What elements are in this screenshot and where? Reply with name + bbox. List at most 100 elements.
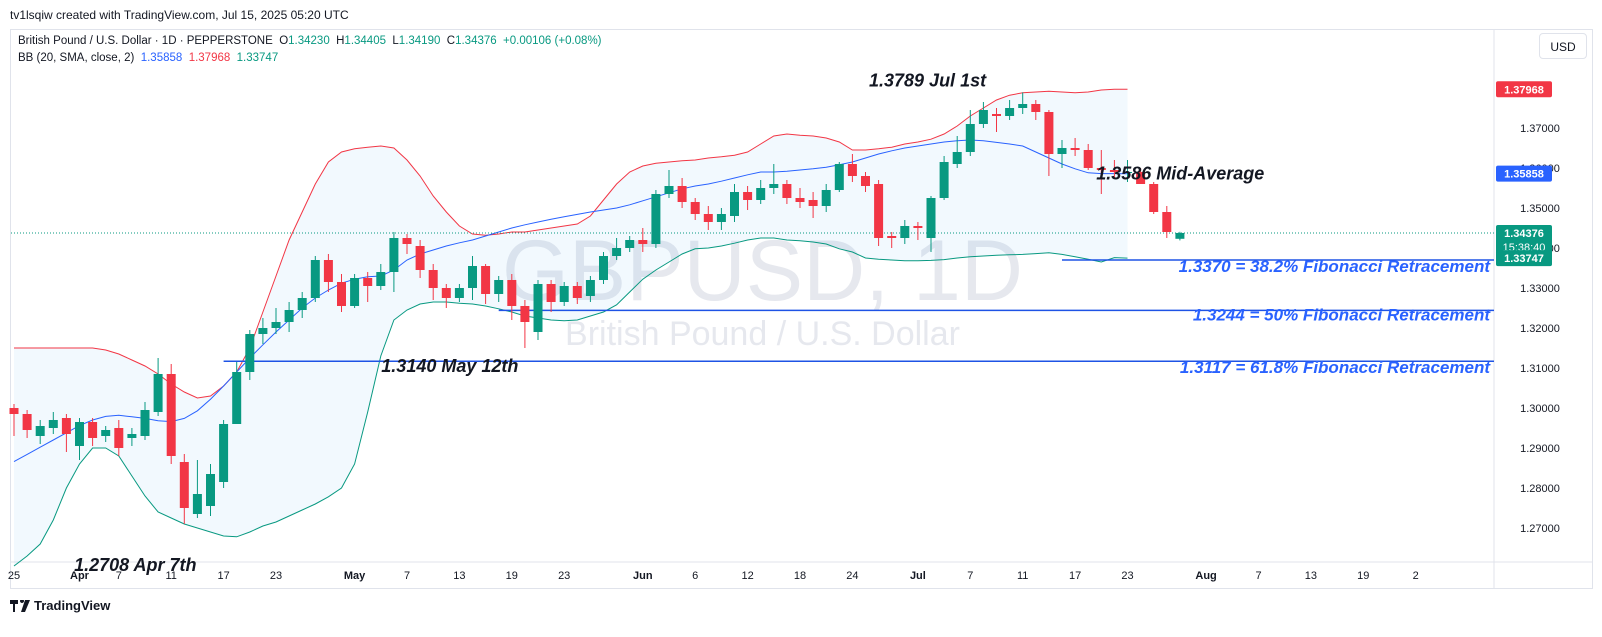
time-axis-tick: 17 (217, 570, 229, 582)
candle-body[interactable] (887, 236, 897, 238)
candle-body[interactable] (638, 240, 648, 244)
candle-body[interactable] (939, 162, 949, 198)
candle-body[interactable] (913, 226, 923, 228)
candle-body[interactable] (323, 260, 333, 282)
price-axis-tick: 1.31000 (1520, 363, 1560, 375)
candle-body[interactable] (703, 214, 713, 222)
candle-body[interactable] (847, 164, 857, 176)
candle-body[interactable] (743, 192, 753, 200)
candle-body[interactable] (35, 426, 45, 436)
candle-body[interactable] (585, 280, 595, 296)
candle-body[interactable] (507, 280, 517, 306)
candle-body[interactable] (114, 428, 124, 448)
candle-body[interactable] (1096, 168, 1106, 170)
candle-body[interactable] (494, 280, 504, 294)
candle-body[interactable] (428, 270, 438, 288)
candle-body[interactable] (206, 474, 215, 506)
candle-body[interactable] (861, 176, 870, 186)
candle-body[interactable] (337, 282, 346, 306)
candle-body[interactable] (808, 200, 818, 206)
candle-body[interactable] (834, 164, 844, 190)
candle-body[interactable] (1149, 184, 1159, 212)
candle-body[interactable] (664, 186, 674, 194)
candle-body[interactable] (546, 284, 556, 302)
candle-body[interactable] (716, 214, 726, 222)
candle-body[interactable] (690, 202, 700, 214)
candle-body[interactable] (1031, 104, 1041, 112)
candle-body[interactable] (559, 286, 569, 302)
candle-body[interactable] (179, 462, 189, 508)
candle-body[interactable] (978, 110, 988, 124)
candle-body[interactable] (22, 414, 32, 430)
candle-body[interactable] (952, 152, 962, 164)
candle-body[interactable] (769, 184, 779, 188)
candle-body[interactable] (965, 124, 975, 152)
candle-body[interactable] (1136, 172, 1146, 184)
candle-body[interactable] (75, 422, 84, 446)
candle-body[interactable] (599, 256, 608, 280)
price-axis-label: 1.35858 (1504, 169, 1544, 181)
candle-body[interactable] (782, 184, 792, 198)
candle-body[interactable] (310, 260, 320, 298)
candle-body[interactable] (468, 266, 477, 288)
candle-body[interactable] (1070, 148, 1080, 150)
candle-body[interactable] (677, 186, 687, 202)
candle-body[interactable] (245, 334, 255, 372)
candle-body[interactable] (454, 288, 464, 298)
candle-body[interactable] (363, 278, 373, 286)
candle-body[interactable] (992, 114, 1001, 116)
candle-body[interactable] (533, 284, 543, 332)
candle-body[interactable] (795, 198, 805, 202)
candle-body[interactable] (1123, 172, 1132, 173)
candle-body[interactable] (415, 246, 425, 270)
candle-body[interactable] (1005, 108, 1015, 116)
candle-body[interactable] (88, 422, 98, 438)
candle-body[interactable] (153, 374, 163, 412)
candle-body[interactable] (350, 278, 360, 306)
tradingview-logo[interactable]: TradingView (10, 598, 110, 613)
candle-body[interactable] (821, 190, 831, 206)
symbol-legend[interactable]: British Pound / U.S. Dollar · 1D · PEPPE… (18, 35, 602, 47)
candle-body[interactable] (612, 248, 622, 256)
candle-body[interactable] (481, 266, 491, 294)
price-axis-tick: 1.30000 (1520, 403, 1560, 415)
candle-body[interactable] (271, 322, 281, 328)
candle-body[interactable] (520, 306, 530, 322)
candle-body[interactable] (1057, 148, 1067, 154)
candle-body[interactable] (219, 424, 229, 482)
candle-body[interactable] (389, 238, 399, 272)
candle-body[interactable] (1083, 150, 1093, 168)
candle-body[interactable] (61, 418, 71, 434)
currency-button[interactable]: USD (1539, 33, 1587, 59)
candle-body[interactable] (402, 238, 412, 244)
candle-body[interactable] (101, 430, 111, 436)
candle-body[interactable] (572, 286, 582, 298)
candle-body[interactable] (258, 328, 268, 334)
candle-body[interactable] (625, 240, 635, 248)
watermark-name: British Pound / U.S. Dollar (565, 315, 960, 353)
candle-body[interactable] (284, 310, 294, 322)
candle-body[interactable] (48, 420, 58, 428)
candle-body[interactable] (166, 374, 176, 456)
candle-body[interactable] (1109, 170, 1119, 172)
candle-body[interactable] (232, 372, 242, 424)
candle-body[interactable] (9, 408, 19, 414)
candle-body[interactable] (900, 226, 910, 238)
candle-body[interactable] (1044, 112, 1054, 154)
candle-body[interactable] (756, 188, 766, 200)
candle-body[interactable] (1018, 104, 1028, 108)
candle-body[interactable] (926, 198, 936, 238)
candle-body[interactable] (297, 298, 307, 310)
candle-body[interactable] (376, 272, 386, 286)
candle-body[interactable] (730, 192, 739, 216)
candle-body[interactable] (1175, 232, 1185, 239)
candle-body[interactable] (127, 434, 137, 438)
candle-body[interactable] (192, 494, 202, 514)
candle-body[interactable] (651, 194, 661, 244)
candle-body[interactable] (140, 410, 150, 436)
candle-body[interactable] (874, 184, 884, 238)
candle-body[interactable] (441, 288, 451, 298)
bollinger-legend[interactable]: BB (20, SMA, close, 2) 1.35858 1.37968 1… (18, 52, 278, 64)
candle-body[interactable] (1162, 212, 1172, 232)
